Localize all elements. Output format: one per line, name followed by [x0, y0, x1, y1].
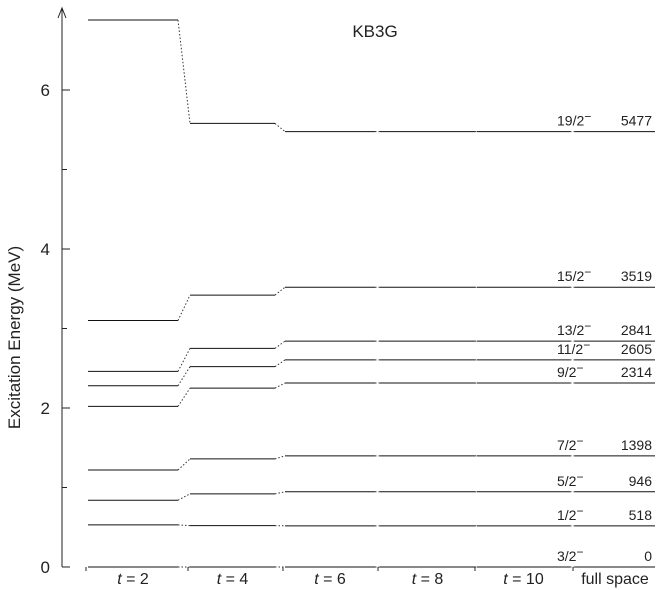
y-tick-label: 6 — [41, 81, 50, 100]
level-spin-label: 1/2− — [557, 504, 583, 523]
spin-value: 15/2 — [557, 268, 584, 284]
y-axis-label: Excitation Energy (MeV) — [5, 246, 24, 429]
y-tick-label: 4 — [41, 240, 50, 259]
level-connector — [177, 493, 191, 501]
level-19-2-series — [88, 19, 655, 133]
level-connector — [274, 286, 286, 296]
level-connector — [274, 491, 286, 495]
level-energy-label: 0 — [644, 548, 652, 564]
spin-value: 3/2 — [557, 548, 577, 564]
level-spin-label: 5/2− — [557, 470, 583, 489]
level-energy-label: 1398 — [621, 437, 652, 453]
level-energy-label: 2314 — [621, 364, 652, 380]
level-spin-label: 7/2− — [557, 434, 583, 453]
level-1-2-series — [88, 524, 655, 527]
level-connector — [274, 359, 286, 368]
level-13-2-series — [88, 340, 655, 372]
level-connector — [177, 348, 191, 372]
level-connector — [274, 455, 286, 460]
level-9-2-series — [88, 382, 655, 407]
level-spin-label: 19/2− — [557, 110, 591, 129]
parity-value: − — [576, 434, 583, 448]
y-tick-label: 2 — [41, 399, 50, 418]
level-spin-label: 15/2− — [557, 265, 591, 284]
column-label: t = 2 — [117, 571, 149, 588]
column-label: t = 6 — [314, 571, 346, 588]
spin-value: 19/2 — [557, 113, 584, 129]
level-connector — [274, 340, 286, 349]
level-spin-label: 3/2− — [557, 545, 583, 564]
spin-value: 1/2 — [557, 507, 577, 523]
level-connector — [177, 524, 191, 527]
level-energy-label: 3519 — [621, 268, 652, 284]
level-15-2-series — [88, 286, 655, 322]
level-energy-label: 946 — [629, 473, 653, 489]
column-label: t = 8 — [412, 571, 444, 588]
y-tick-label: 0 — [41, 558, 50, 577]
level-connector — [177, 387, 191, 407]
level-11-2-series — [88, 359, 655, 387]
parity-value: − — [576, 470, 583, 484]
parity-value: − — [584, 265, 591, 279]
level-spin-label: 13/2− — [557, 319, 591, 338]
level-energy-label: 518 — [629, 507, 653, 523]
level-connector — [177, 294, 191, 321]
level-connector — [177, 458, 191, 471]
labels-layer: KB3G t = 2 t = 4 t = 6 t = 8 t = 10 full space… — [117, 22, 652, 588]
level-energy-label: 2605 — [621, 341, 652, 357]
spin-value: 9/2 — [557, 364, 577, 380]
spin-value: 5/2 — [557, 473, 577, 489]
levels-layer — [88, 19, 655, 568]
level-connector — [177, 366, 191, 387]
level-energy-label: 5477 — [621, 113, 652, 129]
level-5-2-series — [88, 491, 655, 501]
y-axis-arrow — [57, 6, 67, 19]
level-7-2-series — [88, 455, 655, 471]
parity-value: − — [576, 361, 583, 375]
level-connector — [177, 19, 191, 124]
spin-value: 7/2 — [557, 437, 577, 453]
level-spin-label: 9/2− — [557, 361, 583, 380]
column-label: t = 4 — [217, 571, 249, 588]
level-energy-label: 2841 — [621, 322, 652, 338]
column-label: full space — [581, 571, 649, 588]
level-connector — [274, 382, 286, 389]
chart-title: KB3G — [352, 22, 397, 41]
parity-value: − — [584, 110, 591, 124]
level-spin-label: 11/2− — [557, 338, 590, 357]
axis-layer: 0 2 4 6 Excitation Energy (MeV) — [5, 6, 574, 577]
level-connector — [274, 123, 286, 132]
column-label: t = 10 — [503, 571, 544, 588]
parity-value: − — [576, 545, 583, 559]
spin-value: 11/2 — [557, 341, 583, 357]
spin-value: 13/2 — [557, 322, 584, 338]
parity-value: − — [584, 319, 591, 333]
parity-value: − — [576, 504, 583, 518]
parity-value: − — [583, 338, 590, 352]
